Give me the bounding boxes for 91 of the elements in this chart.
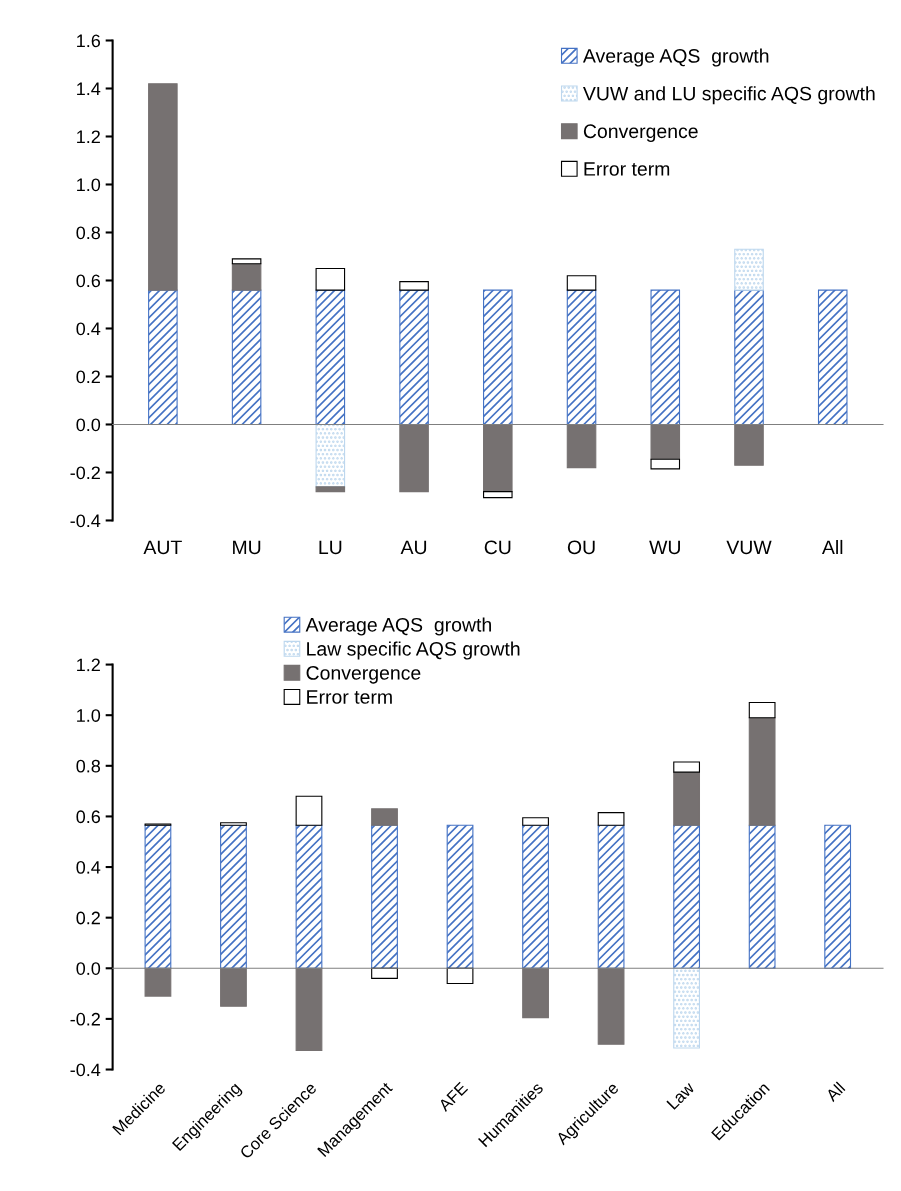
bar — [295, 967, 323, 1052]
y-tick-label: 0.6 — [76, 810, 101, 824]
bar — [597, 812, 625, 826]
bar — [650, 458, 681, 470]
y-tick-label: 0.0 — [76, 418, 101, 432]
x-tick-label: AUT — [143, 540, 182, 555]
bar — [399, 289, 429, 426]
bar — [371, 967, 398, 979]
y-tick-label: 0.0 — [76, 962, 101, 975]
bar — [144, 824, 172, 969]
x-tick-label: AU — [400, 540, 427, 555]
legend-label: Convergence — [583, 124, 698, 142]
y-tick-label: 1.2 — [77, 658, 100, 672]
y-tick-label: -0.2 — [70, 1012, 100, 1026]
bar — [522, 967, 549, 1019]
bar — [734, 289, 764, 426]
bar — [650, 289, 681, 426]
y-tick-label: 0.8 — [76, 226, 101, 240]
y-tick-label: 0.6 — [76, 274, 101, 288]
y-tick-label: 1.6 — [77, 34, 101, 48]
bar — [817, 289, 848, 426]
bar — [446, 824, 474, 969]
y-tick-label: 0.4 — [76, 860, 101, 874]
bar — [295, 795, 323, 826]
bar — [220, 967, 247, 1007]
legend-label: Average AQS growth — [582, 48, 769, 67]
bar — [315, 486, 346, 493]
legend-label: Convergence — [306, 666, 421, 684]
x-tick-label: MU — [233, 540, 261, 555]
bar — [295, 824, 323, 969]
x-tick-label: WU — [649, 540, 680, 555]
bar — [483, 423, 513, 493]
bar — [315, 267, 346, 291]
x-tick-label: CU — [484, 540, 511, 555]
bar — [371, 808, 398, 826]
bar — [399, 281, 429, 291]
y-tick-label: -0.4 — [70, 514, 101, 528]
bar — [446, 967, 474, 985]
bar — [231, 263, 262, 291]
bar — [231, 289, 262, 426]
bar — [824, 824, 852, 969]
legend-label: Error term — [307, 690, 392, 704]
bar — [144, 967, 172, 997]
bar — [734, 248, 764, 291]
y-tick-label: 0.8 — [76, 759, 101, 773]
y-tick-label: 0.4 — [76, 322, 101, 336]
y-tick-label: 1.0 — [77, 709, 101, 722]
x-tick-label: All — [824, 1081, 846, 1103]
bar — [748, 701, 776, 719]
legend-label: VUW and LU specific AQS growth — [583, 86, 875, 105]
x-tick-label: VUW — [726, 540, 772, 555]
bar — [650, 423, 681, 460]
bar — [315, 289, 346, 426]
bar — [522, 817, 549, 826]
y-tick-label: -0.2 — [70, 466, 100, 480]
legend-label: Law specific AQS growth — [307, 641, 520, 660]
x-tick-label: OU — [567, 540, 595, 555]
bar — [566, 423, 597, 469]
y-tick-label: -0.4 — [70, 1063, 101, 1077]
bar — [315, 423, 346, 488]
x-tick-label: Law — [666, 1081, 696, 1110]
y-tick-label: 0.2 — [76, 911, 100, 925]
bar — [399, 423, 429, 493]
bar — [597, 824, 625, 969]
bar — [220, 822, 247, 826]
bar — [673, 967, 701, 1049]
y-tick-label: 1.2 — [77, 130, 100, 144]
x-tick-label: LU — [319, 540, 342, 555]
bar — [748, 824, 776, 969]
y-tick-label: 0.2 — [76, 370, 100, 384]
bar — [597, 967, 625, 1045]
bar — [673, 771, 701, 826]
legend-label: Average AQS growth — [305, 617, 491, 636]
bar — [483, 289, 513, 426]
x-tick-label: All — [821, 539, 843, 554]
y-tick-label: 1.4 — [77, 82, 101, 96]
bar — [231, 258, 262, 265]
bar — [566, 289, 597, 426]
bar — [522, 824, 549, 969]
legend-label: Error term — [584, 162, 670, 176]
bar — [148, 289, 178, 426]
bar — [148, 83, 178, 291]
bar — [748, 717, 776, 826]
bar — [483, 491, 513, 499]
bar — [220, 824, 247, 969]
bar — [734, 423, 764, 466]
bar — [371, 824, 398, 969]
bar — [673, 761, 701, 773]
bar — [566, 275, 597, 291]
y-tick-label: 1.0 — [77, 178, 101, 192]
bar — [673, 824, 701, 969]
